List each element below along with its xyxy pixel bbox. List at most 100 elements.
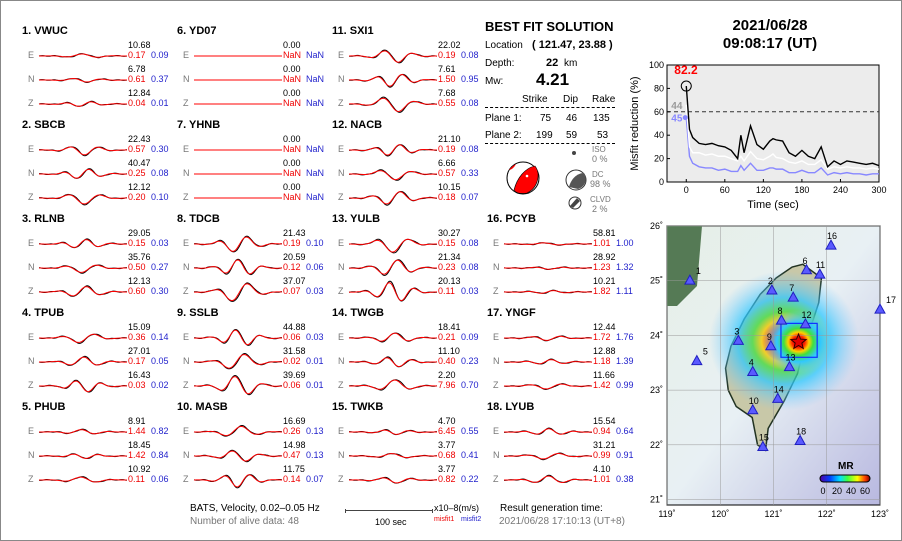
station-triangle-icon (874, 303, 886, 314)
synthetic-waveform (504, 290, 592, 294)
latitude-label: 24˚ (650, 330, 663, 340)
longitude-label: 123˚ (871, 509, 889, 519)
station-number-label: 12 (801, 310, 811, 320)
amplitude-value: 10.92 (128, 464, 151, 474)
station-number-label: 5 (703, 347, 708, 357)
misfit2-value: 0.33 (461, 168, 479, 178)
misfit1-value: 0.40 (438, 356, 456, 366)
units-label: x10–8(m/s) (434, 503, 480, 513)
component-label: N (28, 168, 35, 178)
waveform-trace (194, 103, 282, 105)
misfit-series-line (685, 104, 880, 170)
component-label: E (28, 50, 35, 60)
amplitude-value: 11.75 (283, 464, 305, 474)
misfit1-value: 0.20 (128, 192, 146, 202)
amplitude-value: 21.10 (438, 134, 461, 144)
latitude-label: 21˚ (650, 495, 663, 505)
misfit2-value: 0.10 (151, 192, 169, 202)
x-tick-label: 240 (833, 185, 848, 195)
amplitude-value: 28.92 (593, 252, 616, 262)
amplitude-value: 12.88 (593, 346, 616, 356)
waveform-trace (38, 285, 128, 297)
latitude-label: 23˚ (650, 385, 663, 395)
misfit2-value: 0.30 (151, 144, 169, 154)
synthetic-waveform (39, 453, 127, 459)
misfit1-value: 0.12 (283, 262, 301, 272)
station-number-label: 6 (803, 256, 808, 266)
misfit2-value: 0.03 (306, 286, 324, 296)
amplitude-value: 12.44 (593, 322, 616, 332)
misfit1-value: 0.19 (438, 50, 456, 60)
component-label: N (183, 168, 190, 178)
header-rake: Rake (592, 94, 616, 105)
component-label: E (493, 238, 500, 248)
observed-waveform (193, 258, 283, 276)
misfit2-value: 0.01 (151, 98, 169, 108)
misfit2-value: 0.03 (151, 238, 169, 248)
component-label: N (493, 450, 500, 460)
mw-value: 4.21 (536, 70, 570, 89)
component-label: Z (28, 286, 34, 296)
iso-ball-icon (572, 151, 576, 155)
component-label: Z (493, 286, 499, 296)
amplitude-value: 10.68 (128, 40, 151, 50)
misfit1-value: 0.61 (128, 74, 146, 84)
y-tick-label: 60 (654, 107, 664, 117)
misfit1-value: 0.82 (438, 474, 456, 484)
beachball-icon (506, 161, 540, 195)
waveform-trace (194, 79, 282, 81)
clvd-value: 2 % (592, 204, 608, 214)
station-triangle-icon (787, 291, 800, 302)
component-label: Z (338, 98, 344, 108)
component-label: Z (183, 98, 189, 108)
misfit2-value: 0.06 (306, 262, 324, 272)
plane2-strike: 199 (536, 130, 553, 141)
synthetic-waveform (193, 329, 282, 346)
component-label: Z (28, 192, 34, 202)
amplitude-value: 31.58 (283, 346, 306, 356)
station-number-label: 17 (886, 295, 896, 305)
colorbar-tick-label: 60 (860, 486, 870, 496)
component-label: N (28, 356, 35, 366)
misfit2-value: 0.07 (461, 192, 479, 202)
waveform-trace (38, 238, 128, 249)
misfit1-value: 0.55 (438, 98, 456, 108)
misfit1-value: NaN (283, 192, 302, 202)
misfit2-value: 0.27 (151, 262, 169, 272)
misfit2-value: NaN (306, 98, 325, 108)
station-title: 10. MASB (177, 401, 228, 413)
misfit2-value: 0.70 (461, 380, 479, 390)
amplitude-value: 15.09 (128, 322, 151, 332)
longitude-label: 119˚ (658, 509, 675, 519)
amplitude-value: 6.66 (438, 158, 456, 168)
amplitude-value: 44.88 (283, 322, 306, 332)
misfit2-value: 0.09 (151, 50, 169, 60)
y-tick-label: 80 (654, 83, 664, 93)
misfit2-value: NaN (306, 50, 325, 60)
waveform-trace (38, 333, 128, 344)
misfit2-value: 0.07 (306, 474, 324, 484)
synthetic-waveform (194, 283, 282, 302)
misfit1-value: 0.57 (438, 168, 456, 178)
waveform-trace (503, 383, 593, 391)
component-label: Z (183, 380, 189, 390)
x-tick-label: 180 (794, 185, 809, 195)
colorbar-title: MR (838, 461, 854, 472)
synthetic-waveform (504, 242, 592, 246)
longitude-label: 122˚ (818, 509, 836, 519)
blue-start-marker (682, 115, 688, 121)
misfit2-value: 0.13 (306, 426, 324, 436)
waveform-trace (348, 238, 438, 254)
waveform-trace (504, 427, 593, 435)
misfit1-value: 7.96 (438, 380, 456, 390)
misfit1-value: 0.26 (283, 426, 301, 436)
amplitude-value: 15.54 (593, 416, 616, 426)
synthetic-waveform (39, 429, 127, 435)
misfit2-value: 0.95 (461, 74, 479, 84)
clvd-label: CLVD (590, 195, 611, 204)
divider (485, 143, 615, 144)
misfit2-value: 0.30 (151, 286, 169, 296)
waveform-trace (38, 453, 128, 459)
synthetic-waveform (39, 333, 127, 343)
amplitude-value: 14.98 (283, 440, 306, 450)
